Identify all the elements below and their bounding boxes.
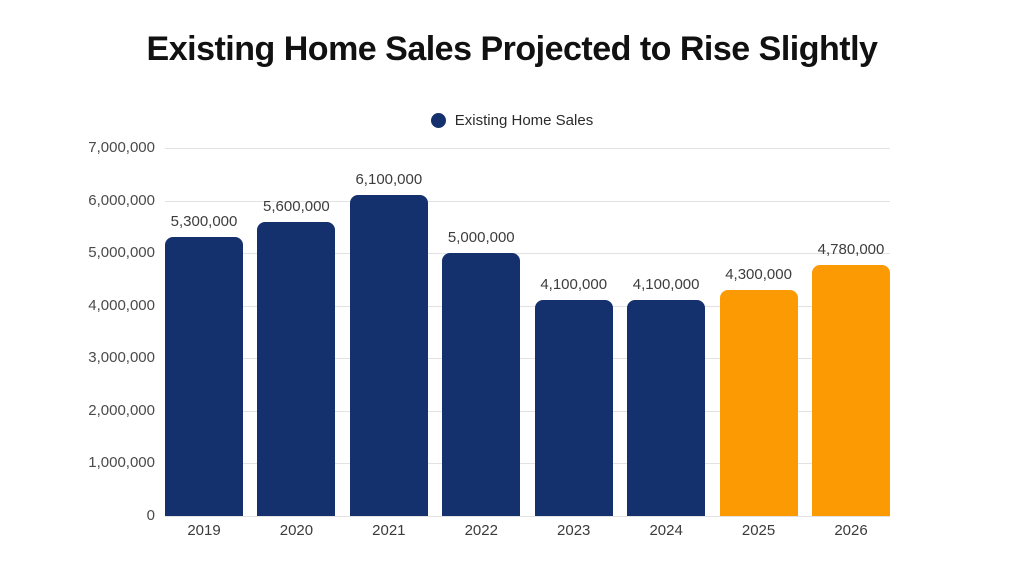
bar-value-label: 5,600,000: [263, 197, 330, 215]
bar-2019: [165, 237, 243, 516]
bar-2025: [719, 289, 798, 516]
x-tick-label: 2020: [279, 522, 314, 539]
bar-2023: [534, 300, 613, 516]
gridline: [165, 410, 890, 412]
y-tick-label: 0: [146, 507, 155, 524]
gridline: [165, 516, 890, 517]
gridline: [165, 305, 890, 307]
x-tick-label: 2019: [187, 522, 221, 539]
gridline: [165, 253, 890, 255]
gridline: [165, 358, 890, 360]
y-tick-label: 1,000,000: [88, 454, 155, 472]
y-tick-label: 7,000,000: [88, 139, 155, 156]
legend-label: Existing Home Sales: [454, 112, 594, 129]
bar-value-label: 4,300,000: [725, 265, 792, 283]
bar-value-label: 6,100,000: [355, 171, 423, 189]
legend-marker-icon: [430, 113, 446, 128]
x-tick-label: 2024: [649, 522, 683, 539]
x-tick-label: 2021: [372, 522, 406, 539]
y-axis-labels: 7,000,000 6,000,000 5,000,000 4,000,000 3,00…: [40, 139, 155, 524]
x-axis-labels: 2019 2020 2021 2022 2023 2024 2025 2026: [165, 522, 890, 546]
bar-2024: [627, 300, 706, 516]
legend: Existing Home Sales: [0, 112, 1024, 129]
bar-value-label: 4,100,000: [540, 276, 608, 294]
bar-2026: [812, 264, 890, 516]
bar-2021: [349, 195, 428, 516]
bar-value-label: 4,100,000: [632, 276, 700, 294]
x-tick-label: 2023: [557, 522, 591, 539]
y-tick-label: 5,000,000: [88, 244, 155, 262]
bar-2022: [442, 253, 521, 516]
bar-value-label: 4,780,000: [817, 240, 885, 258]
bar-value-label: 5,000,000: [447, 229, 515, 247]
x-tick-label: 2022: [464, 522, 498, 539]
x-tick-label: 2025: [741, 522, 776, 539]
y-tick-label: 4,000,000: [88, 296, 155, 314]
plot-area: 5,300,000 5,600,000 6,100,000 5,000,000 4,10…: [165, 148, 890, 517]
chart-title: Existing Home Sales Projected to Rise Sl…: [146, 30, 878, 68]
y-tick-label: 3,000,000: [88, 349, 155, 367]
gridline: [165, 148, 890, 149]
y-tick-label: 6,000,000: [88, 191, 155, 209]
gridline: [165, 200, 890, 202]
bar-2020: [257, 221, 336, 516]
bar-value-label: 5,300,000: [170, 213, 238, 231]
x-tick-label: 2026: [834, 522, 868, 539]
y-tick-label: 2,000,000: [88, 401, 155, 419]
gridline: [165, 463, 890, 465]
